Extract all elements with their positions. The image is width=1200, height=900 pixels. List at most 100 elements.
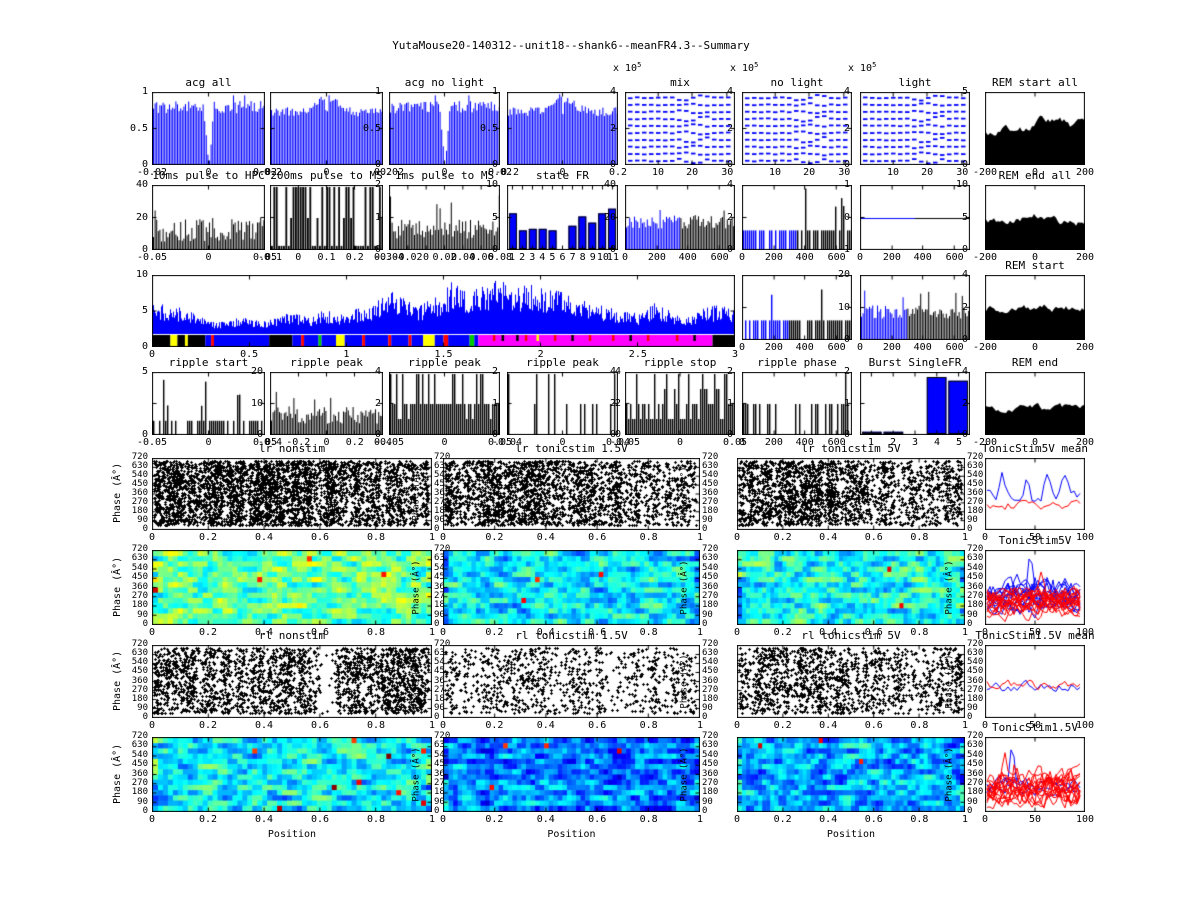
lr-tonicstim-5v-raster-xtick: 0.6 xyxy=(864,532,883,543)
rl-nonstim-raster-phase-tick: 360 xyxy=(434,676,450,686)
ripple-peak-a xyxy=(270,372,383,435)
rl-tonicstim-5v-raster-xtick: 0.6 xyxy=(864,720,883,731)
rem-end-all-title: REM end all xyxy=(998,169,1072,182)
rate-by-time-2-ytick-right: 1 xyxy=(843,179,850,190)
acg-no-light-zoom-xtick: 0.2 xyxy=(608,167,628,178)
lr-nonstim-heatmap-xtick: 1 xyxy=(428,627,436,638)
rl-nonstim-raster-phase-tick-outer: 360 xyxy=(131,675,148,686)
lr-nonstim-raster-phase-tick: 630 xyxy=(434,462,450,471)
ripple-peak-b-title: ripple peak xyxy=(408,356,481,369)
tonicstim-15v-traces-xtick: 0 xyxy=(981,814,989,825)
pulse-200ms-ms-ytick-right: 2 xyxy=(374,179,381,190)
acg-all-xtick: -0.02 xyxy=(136,167,168,178)
rl-nonstim-raster-phase-axis-inner: Phase (Â°) xyxy=(411,653,422,709)
ripple-start-ytick-left: 5 xyxy=(141,366,148,377)
state-fr-xtick: 9 xyxy=(589,252,596,263)
waveforms-mix-xtick: 10 xyxy=(651,167,665,178)
lr-nonstim-raster-phase-tick-outer: 720 xyxy=(131,452,148,462)
rl-nonstim-raster-phase-tick: 270 xyxy=(434,685,450,695)
rl-tonicstim-15v-raster-xtick: 0.8 xyxy=(639,720,658,731)
lr-nonstim-raster-phase-tick-outer: 630 xyxy=(131,461,148,471)
rl-nonstim-raster-phase-tick-outer: 720 xyxy=(131,639,148,649)
lr-tonicstim-15v-heatmap-phase-tick: 0 xyxy=(702,619,708,629)
ripple-phase-xtick: 600 xyxy=(827,437,846,448)
rl-tonicstim-15v-heatmap-phase-tick: 90 xyxy=(702,796,713,807)
waveforms-mix-ytick-right: 2 xyxy=(726,122,733,134)
rate-by-time-4-xtick: 0 xyxy=(856,342,864,353)
rl-nonstim-heatmap-phase-tick-outer: 630 xyxy=(131,740,148,751)
rl-tonicstim-5v-raster-phase-axis-inner: Phase (Â°) xyxy=(944,653,955,709)
rl-tonicstim-5v-heatmap-xtick: 0.8 xyxy=(910,814,929,825)
rl-tonicstim-15v-heatmap-xtick: 1 xyxy=(696,814,704,825)
lr-tonicstim-5v-heatmap-phase-tick: 180 xyxy=(967,600,984,611)
acg-all-zoom-ytick-right: 0 xyxy=(374,159,381,170)
ripple-peak-c-ytick-right: 2 xyxy=(609,397,616,409)
rem-end-all xyxy=(985,185,1085,250)
waveforms-mix-xtick: 20 xyxy=(686,167,699,178)
ripple-start-xtick: 0.05 xyxy=(252,437,278,448)
lr-nonstim-heatmap-phase-tick-outer: 0 xyxy=(142,619,148,629)
tonicstim-5v-mean-xtick: 50 xyxy=(1028,532,1042,543)
lr-tonicstim-5v-raster-xtick: 1 xyxy=(961,532,969,543)
lr-nonstim-heatmap-phase-tick: 270 xyxy=(434,591,450,601)
state-fr-xtick: 4 xyxy=(539,252,546,263)
acg-all-ytick-left: 0.5 xyxy=(129,122,148,134)
rl-nonstim-heatmap xyxy=(152,737,432,812)
lr-tonicstim-15v-heatmap-xtick: 0.8 xyxy=(639,627,658,638)
rl-nonstim-heatmap-phase-tick-outer: 360 xyxy=(131,768,148,779)
waveforms-mix-exponent: x 105 xyxy=(613,61,642,74)
rl-nonstim-raster-phase-tick-outer: 630 xyxy=(131,648,148,659)
lr-tonicstim-15v-heatmap-phase-tick: 180 xyxy=(702,600,719,611)
ripple-peak-c-ytick-right: 4 xyxy=(609,366,616,377)
rate-by-time-4-xtick: 200 xyxy=(882,342,901,353)
lr-tonicstim-15v-heatmap-xtick: 0 xyxy=(439,627,447,638)
lr-tonicstim-5v-heatmap-xtick: 0.2 xyxy=(773,627,792,638)
rl-nonstim-raster-phase-tick-outer: 450 xyxy=(131,666,148,677)
ripple-peak-a-xtick: 0 xyxy=(323,437,330,448)
lr-nonstim-raster-xtick: 1 xyxy=(428,532,436,543)
lr-nonstim-heatmap-phase-tick: 540 xyxy=(434,563,450,573)
lr-tonicstim-15v-raster-title: lr tonicstim 1.5V xyxy=(515,442,628,455)
rem-start-all-title: REM start all xyxy=(991,76,1079,89)
rate-by-time-1-ytick-right: 4 xyxy=(726,179,733,190)
ripple-peak-a-ytick-right: 0 xyxy=(374,429,381,440)
ripple-stop-ytick-right: 0 xyxy=(726,429,733,440)
rate-by-time-2 xyxy=(742,185,852,250)
rl-nonstim-heatmap-phase-tick-outer: 90 xyxy=(137,796,148,807)
pulse-1ms-ms xyxy=(389,185,500,250)
waveforms-light-exponent: x 105 xyxy=(848,61,877,74)
ripple-start-xtick: -0.05 xyxy=(136,437,168,448)
rem-end-all-xtick: 200 xyxy=(1075,252,1095,263)
ripple-peak-a-xtick: -0.2 xyxy=(286,437,311,448)
rl-tonicstim-15v-raster-phase-tick: 90 xyxy=(702,702,713,713)
rl-tonicstim-5v-raster-xtick: 0.2 xyxy=(773,720,792,731)
lr-tonicstim-15v-raster-phase-tick: 540 xyxy=(702,470,719,480)
rl-tonicstim-5v-heatmap-phase-tick: 630 xyxy=(967,740,984,751)
acg-no-light-xtick: 0 xyxy=(441,167,448,178)
lr-tonicstim-15v-raster-phase-tick: 450 xyxy=(702,479,719,489)
rl-tonicstim-15v-raster-phase-tick: 720 xyxy=(702,639,719,649)
state-fr-xtick: 3 xyxy=(529,252,536,263)
session-rate-ytick-left: 10 xyxy=(135,269,148,280)
burst-single-fr-xtick: 2 xyxy=(889,437,897,448)
rate-flat-xtick: 200 xyxy=(882,252,901,263)
lr-nonstim-raster-phase-tick-outer: 540 xyxy=(131,470,148,480)
rl-nonstim-heatmap-phase-tick: 0 xyxy=(434,806,440,816)
rate-by-time-3-ytick-right: 10 xyxy=(837,301,850,313)
state-fr-xtick: 8 xyxy=(579,252,586,263)
rl-tonicstim-5v-raster-phase-tick: 180 xyxy=(967,693,984,704)
rl-nonstim-raster-phase-tick: 720 xyxy=(434,639,451,649)
rate-by-time-3 xyxy=(742,275,852,340)
tonicstim-5v-traces-xtick: 0 xyxy=(981,627,989,638)
rl-tonicstim-5v-heatmap-phase-tick: 450 xyxy=(967,759,984,770)
rl-nonstim-raster-phase-tick: 630 xyxy=(434,649,450,658)
pulse-200ms-ms-title: 200ms pulse to MS xyxy=(270,169,383,182)
ripple-peak-b-ytick-right: 1 xyxy=(491,397,498,409)
rate-flat-xtick: 0 xyxy=(856,252,864,263)
rl-tonicstim-15v-raster-xtick: 0 xyxy=(439,720,447,731)
state-fr-xtick: 2 xyxy=(519,252,526,263)
lr-nonstim-heatmap-phase-tick: 630 xyxy=(434,554,450,563)
lr-tonicstim-5v-raster-phase-tick: 360 xyxy=(967,488,984,498)
rl-tonicstim-15v-heatmap-xtick: 0.4 xyxy=(536,814,555,825)
lr-tonicstim-5v-heatmap-phase-tick: 90 xyxy=(967,609,978,620)
